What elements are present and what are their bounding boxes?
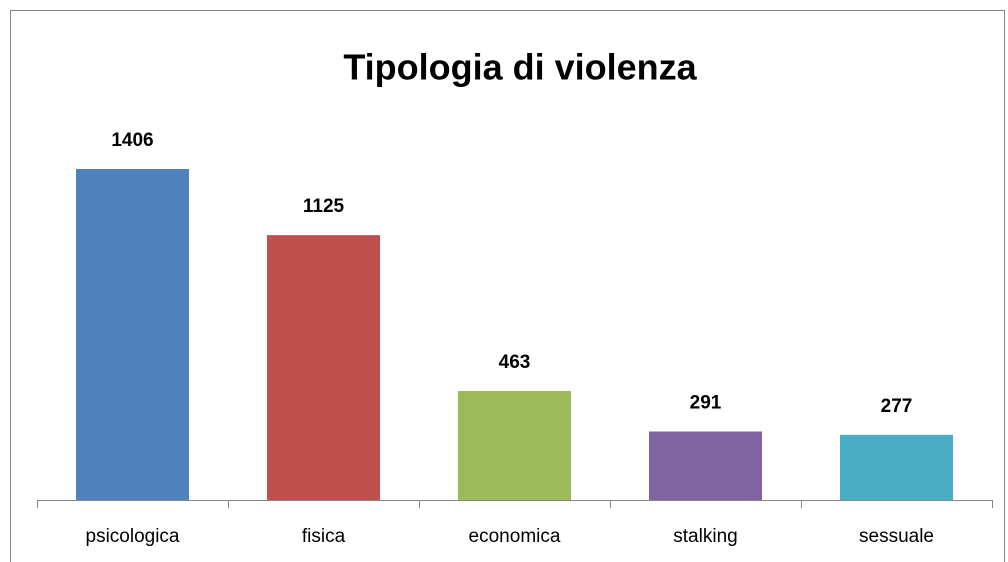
value-label: 463 — [499, 352, 531, 373]
chart-title: Tipologia di violenza — [343, 47, 697, 88]
x-tick-label: psicologica — [86, 526, 180, 547]
x-tick-label: sessuale — [859, 526, 934, 547]
bar — [76, 169, 189, 500]
bar — [649, 431, 762, 500]
x-tick-label: economica — [469, 526, 561, 547]
bar — [840, 434, 953, 500]
value-label: 291 — [690, 393, 722, 414]
value-label: 277 — [881, 396, 913, 417]
bar — [458, 391, 571, 500]
bar — [267, 235, 380, 500]
x-tick-label: fisica — [302, 526, 346, 547]
value-label: 1125 — [303, 196, 345, 217]
value-label: 1406 — [111, 130, 153, 151]
x-tick-label: stalking — [673, 526, 737, 547]
